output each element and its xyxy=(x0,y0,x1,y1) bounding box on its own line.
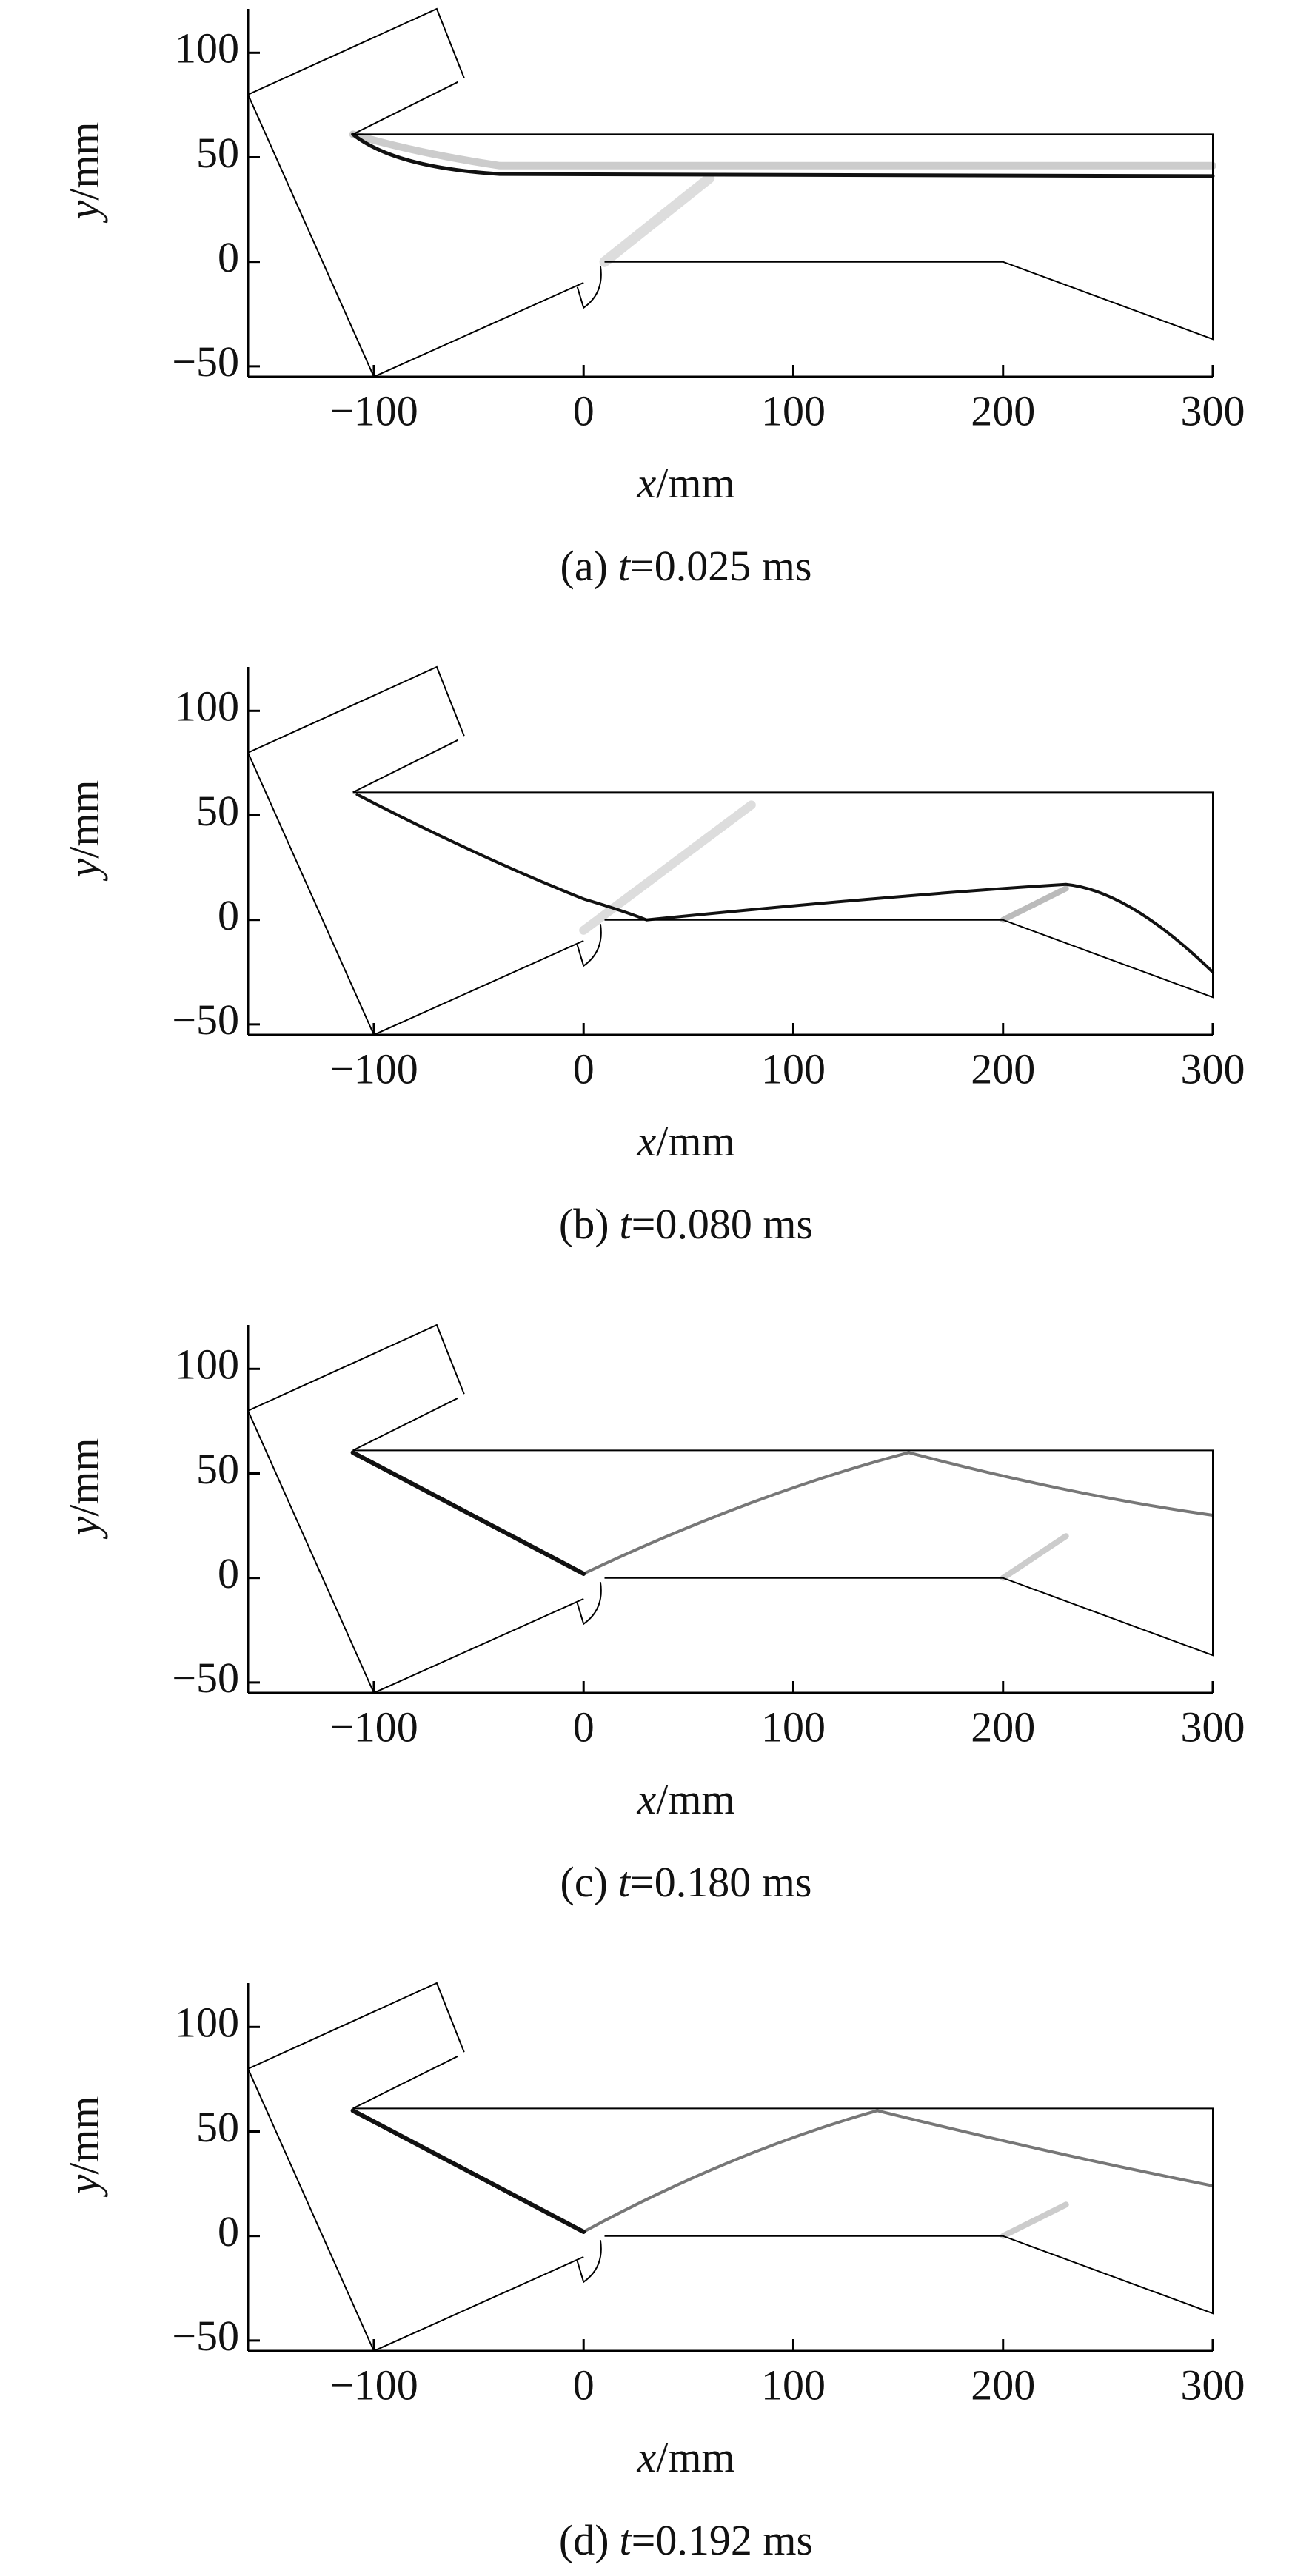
y-tick-label: −50 xyxy=(172,2312,239,2360)
x-tick-label: 0 xyxy=(573,386,595,435)
x-tick-label: 200 xyxy=(971,1044,1035,1093)
shock xyxy=(1000,885,1069,923)
caption-rest: =0.080 ms xyxy=(632,1200,813,1248)
caption-var: t xyxy=(618,542,632,590)
y-tick-label: 0 xyxy=(218,233,239,281)
caption: (b) t=0.080 ms xyxy=(559,1200,813,1248)
x-axis-label: x/mm xyxy=(636,1775,734,1823)
caption-prefix: (d) xyxy=(559,2516,609,2564)
y-label-var: y xyxy=(60,2175,108,2198)
shock xyxy=(349,130,1216,170)
x-tick-label: 100 xyxy=(761,2361,826,2409)
y-label-unit: /mm xyxy=(60,121,108,200)
y-tick-label: −50 xyxy=(172,996,239,1044)
shock xyxy=(599,172,715,267)
y-tick-label: −50 xyxy=(172,338,239,386)
caption-rest: =0.180 ms xyxy=(630,1858,811,1906)
y-tick-label: 0 xyxy=(218,2207,239,2255)
y-tick-label: 50 xyxy=(196,129,239,177)
y-tick-label: 50 xyxy=(196,1445,239,1493)
y-label-unit: /mm xyxy=(60,779,108,858)
x-tick-label: 300 xyxy=(1181,1703,1245,1751)
caption: (c) t=0.180 ms xyxy=(560,1858,812,1906)
caption-prefix: (b) xyxy=(559,1200,609,1248)
x-label-unit: /mm xyxy=(656,459,734,507)
x-tick-label: 100 xyxy=(761,1703,826,1751)
intake-geometry xyxy=(247,1324,1214,1694)
shock xyxy=(1000,1533,1069,1581)
x-tick-label: −100 xyxy=(329,386,418,435)
intake-geometry xyxy=(247,665,1214,1036)
x-axis-label: x/mm xyxy=(636,2433,734,2481)
caption: (a) t=0.025 ms xyxy=(560,542,812,590)
x-axis-label: x/mm xyxy=(636,459,734,507)
x-label-unit: /mm xyxy=(656,2433,734,2481)
caption-prefix: (a) xyxy=(560,542,608,590)
x-label-var: x xyxy=(636,1775,656,1823)
caption: (d) t=0.192 ms xyxy=(559,2516,813,2564)
shock xyxy=(351,132,1215,178)
caption-prefix: (c) xyxy=(560,1858,608,1906)
y-tick-label: 100 xyxy=(175,682,239,731)
x-tick-label: 0 xyxy=(573,1044,595,1093)
x-tick-label: 100 xyxy=(761,386,826,435)
y-label-unit: /mm xyxy=(60,1438,108,1516)
x-tick-label: −100 xyxy=(329,2361,418,2409)
caption-var: t xyxy=(620,2516,633,2564)
x-tick-label: 0 xyxy=(573,1703,595,1751)
x-tick-label: 200 xyxy=(971,2361,1035,2409)
y-tick-label: 100 xyxy=(175,1341,239,1389)
y-tick-label: 100 xyxy=(175,1999,239,2047)
x-tick-label: 300 xyxy=(1181,2361,1245,2409)
shock xyxy=(582,1451,1214,1575)
shock xyxy=(350,2108,586,2234)
x-label-unit: /mm xyxy=(656,1117,734,1165)
x-tick-label: −100 xyxy=(329,1044,418,1093)
y-axis-label: y/mm xyxy=(60,121,108,223)
x-tick-label: 100 xyxy=(761,1044,826,1093)
y-label-var: y xyxy=(60,201,108,224)
x-label-unit: /mm xyxy=(656,1775,734,1823)
x-tick-label: 0 xyxy=(573,2361,595,2409)
y-tick-label: 50 xyxy=(196,2103,239,2151)
shock xyxy=(350,1450,586,1576)
y-tick-label: 50 xyxy=(196,787,239,835)
shock xyxy=(582,2109,1214,2233)
x-tick-label: 300 xyxy=(1181,386,1245,435)
x-tick-label: −100 xyxy=(329,1703,418,1751)
x-tick-label: 200 xyxy=(971,1703,1035,1751)
caption-rest: =0.025 ms xyxy=(630,542,811,590)
shock xyxy=(579,800,756,935)
x-label-var: x xyxy=(636,2433,656,2481)
shock xyxy=(1000,2201,1069,2239)
intake-geometry xyxy=(247,1982,1214,2352)
shock xyxy=(355,793,1214,974)
caption-var: t xyxy=(618,1858,632,1906)
x-label-var: x xyxy=(636,1117,656,1165)
y-axis-label: y/mm xyxy=(60,1438,108,1539)
y-axis-label: y/mm xyxy=(60,2096,108,2197)
y-label-var: y xyxy=(60,1517,108,1540)
x-tick-label: 200 xyxy=(971,386,1035,435)
y-label-var: y xyxy=(60,859,108,882)
y-axis-label: y/mm xyxy=(60,779,108,881)
y-tick-label: 100 xyxy=(175,24,239,73)
y-tick-label: −50 xyxy=(172,1654,239,1702)
y-label-unit: /mm xyxy=(60,2096,108,2174)
x-tick-label: 300 xyxy=(1181,1044,1245,1093)
caption-var: t xyxy=(620,1200,633,1248)
x-label-var: x xyxy=(636,459,656,507)
intake-geometry xyxy=(247,7,1214,378)
y-tick-label: 0 xyxy=(218,1549,239,1597)
x-axis-label: x/mm xyxy=(636,1117,734,1165)
caption-rest: =0.192 ms xyxy=(632,2516,813,2564)
y-tick-label: 0 xyxy=(218,891,239,939)
